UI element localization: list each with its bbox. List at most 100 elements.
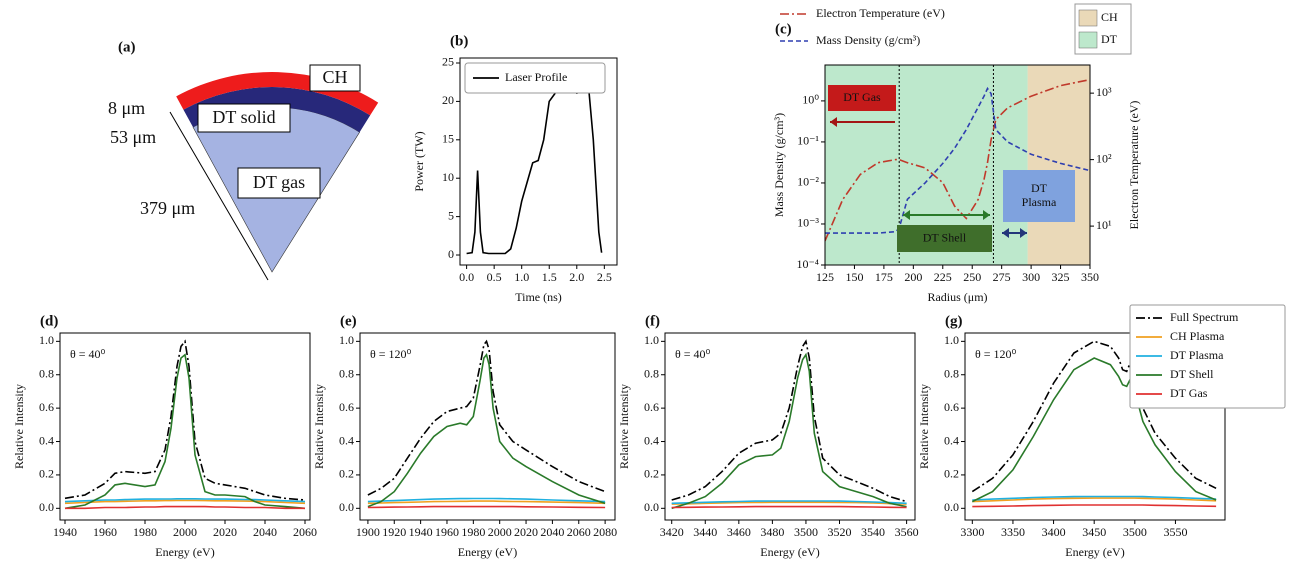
arrow-head	[1002, 228, 1009, 238]
series-line	[671, 501, 907, 505]
legend-label: DT Gas	[1170, 386, 1208, 400]
legend-box	[1129, 304, 1286, 409]
x-tick-label: 1980	[133, 525, 157, 539]
y2-axis-label: Electron Temperature (eV)	[1127, 101, 1141, 230]
x-tick-label: 3480	[760, 525, 784, 539]
plot-frame	[459, 57, 618, 266]
legend-label: Laser Profile	[505, 70, 567, 84]
x-tick-label: 3420	[660, 525, 684, 539]
x-tick-label: 2080	[593, 525, 617, 539]
plot-frame	[964, 332, 1226, 521]
x-tick-label: 225	[934, 270, 952, 284]
arrow-head	[1020, 228, 1027, 238]
x-tick-label: 3520	[827, 525, 851, 539]
x-tick-label: 250	[963, 270, 981, 284]
x-tick-label: 125	[816, 270, 834, 284]
series-line	[367, 339, 606, 496]
y-tick-label: 0.4	[39, 433, 54, 447]
y-tick-label: 0.4	[944, 433, 959, 447]
x-tick-label: 3560	[895, 525, 919, 539]
x-axis-label: Energy (eV)	[458, 545, 517, 559]
x-tick-label: 2.5	[597, 270, 612, 284]
y-tick-label: 0.4	[644, 433, 659, 447]
label-box	[237, 167, 321, 199]
panel-label: (e)	[340, 313, 357, 329]
series-group	[466, 65, 603, 255]
legend-label: Electron Temperature (eV)	[816, 6, 945, 20]
panel-label: (g)	[945, 313, 963, 329]
series-line	[671, 500, 907, 505]
legend-label: DT Plasma	[1170, 348, 1224, 362]
x-axis-label: Radius (μm)	[927, 290, 987, 304]
series-line	[971, 357, 1217, 503]
y-tick-label: 15	[442, 132, 454, 146]
y2-tick-label: 10²	[1096, 151, 1112, 165]
x-tick-label: 1.0	[514, 270, 529, 284]
y-tick-label: 0.6	[644, 400, 659, 414]
x-tick-label: 300	[1022, 270, 1040, 284]
chart-panel: 1900 1920 1940 1960 1980 2000 2020 2040 2060 2080…	[312, 313, 617, 558]
x-tick-label: 2000	[488, 525, 512, 539]
series-line	[671, 505, 907, 509]
legend-label: DT	[1101, 32, 1118, 46]
x-tick-label: 3450	[1082, 525, 1106, 539]
panel-label: (f)	[645, 313, 660, 329]
series-line	[972, 504, 1217, 508]
y-tick-label: 20	[442, 93, 454, 107]
x-tick-label: 275	[993, 270, 1011, 284]
x-tick-label: 2.0	[569, 270, 584, 284]
x-tick-label: 2060	[567, 525, 591, 539]
x-tick-label: 1900	[356, 525, 380, 539]
y-tick-label: 1.0	[39, 333, 54, 347]
arrow-head	[830, 117, 837, 127]
dimension-label: 8 μm	[108, 98, 145, 118]
dimension-label: 379 μm	[140, 198, 195, 218]
y-tick-label: 0.6	[944, 400, 959, 414]
legend-swatch	[1078, 9, 1098, 27]
annotation: θ = 120⁰	[975, 347, 1017, 361]
x-tick-label: 175	[875, 270, 893, 284]
x-tick-label: 1940	[53, 525, 77, 539]
legend-swatch	[1078, 31, 1098, 49]
y-tick-label: 5	[448, 208, 454, 222]
region	[1027, 65, 1090, 265]
x-tick-label: 2040	[540, 525, 564, 539]
x-tick-label: 3440	[693, 525, 717, 539]
layer-label: CH	[322, 67, 347, 87]
x-axis-label: Energy (eV)	[1065, 545, 1124, 559]
annotation-box	[897, 225, 992, 252]
annotation-label: DT Plasma	[1022, 181, 1057, 209]
plot-frame	[664, 332, 916, 521]
series-line	[825, 86, 1090, 234]
legend-box	[464, 62, 606, 94]
x-tick-label: 3300	[960, 525, 984, 539]
annotation-label: DT Shell	[923, 230, 967, 244]
x-tick-label: 3550	[1163, 525, 1187, 539]
series-group	[64, 339, 306, 510]
y-tick-label: 25	[442, 55, 454, 69]
arrow-head	[983, 210, 990, 220]
y-tick-label: 10⁰	[802, 93, 819, 107]
series-group	[971, 340, 1217, 508]
annotation-box	[1003, 170, 1075, 222]
y-tick-label: 1.0	[644, 333, 659, 347]
y-tick-label: 0.0	[339, 500, 354, 514]
x-tick-label: 1980	[461, 525, 485, 539]
x-tick-label: 1960	[435, 525, 459, 539]
x-tick-label: 2040	[253, 525, 277, 539]
arrow-head	[903, 210, 910, 220]
y-tick-label: 0.6	[39, 400, 54, 414]
x-tick-label: 3400	[1042, 525, 1066, 539]
x-tick-label: 325	[1052, 270, 1070, 284]
y-axis-label: Relative Intensity	[12, 384, 26, 469]
x-tick-label: 200	[904, 270, 922, 284]
x-tick-label: 3500	[794, 525, 818, 539]
legend-label: Mass Density (g/cm³)	[816, 33, 920, 47]
y-tick-label: 10⁻³	[797, 216, 819, 230]
series-group	[367, 339, 606, 509]
dimension-label: 53 μm	[110, 127, 156, 147]
x-tick-label: 0.5	[487, 270, 502, 284]
y-tick-label: 10⁻²	[797, 175, 819, 189]
x-tick-label: 1.5	[542, 270, 557, 284]
